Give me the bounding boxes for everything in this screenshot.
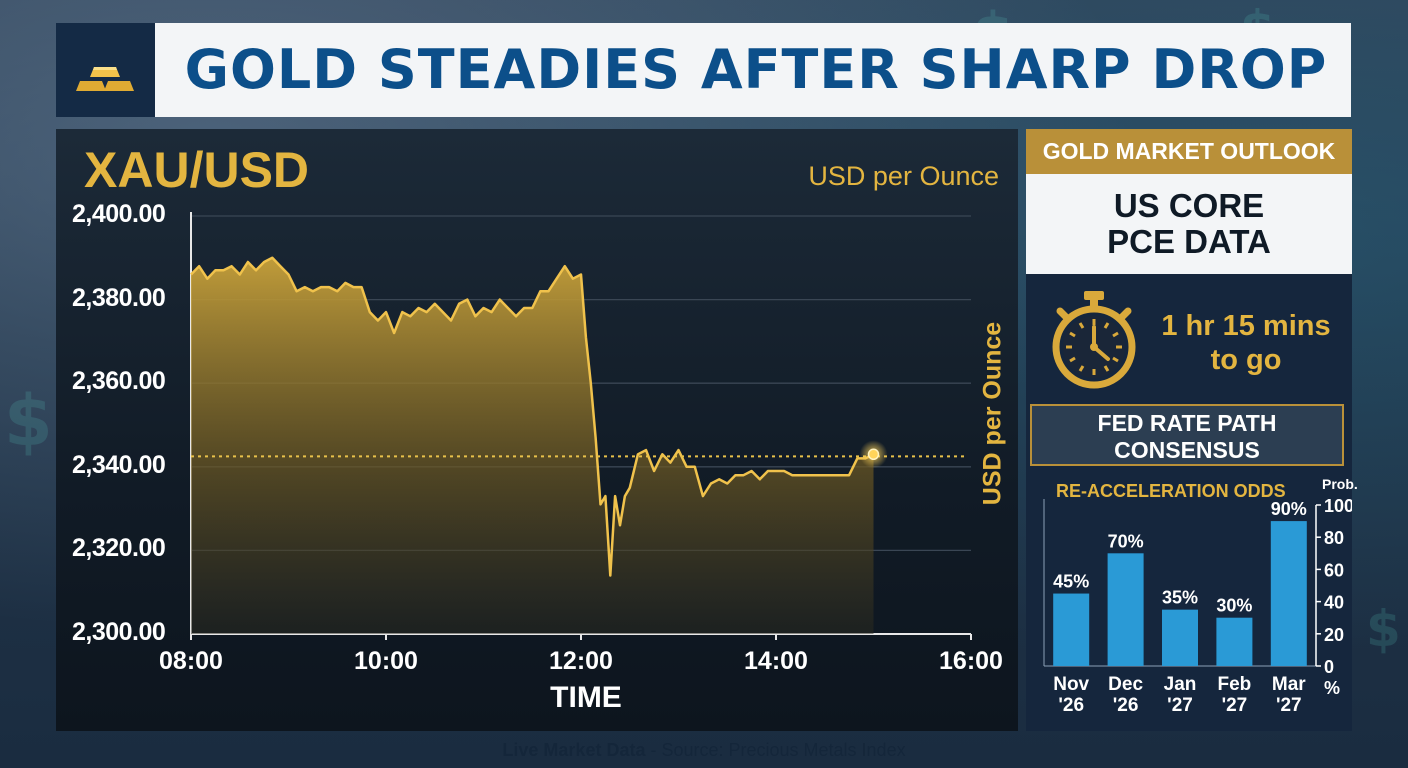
odds-data-label: 30%: [1216, 596, 1252, 616]
odds-y-tick-label: 100: [1324, 496, 1352, 516]
gold-bars-icon: [56, 23, 155, 117]
odds-category-label: Jan: [1164, 674, 1197, 695]
y-tick-label: 2,300.00: [72, 618, 166, 646]
odds-data-label: 45%: [1053, 572, 1089, 592]
event-line-2: PCE DATA: [1107, 223, 1271, 260]
source-text: - Source: Precious Metals Index: [645, 740, 906, 760]
odds-percent-unit: %: [1324, 678, 1340, 698]
unit-label: USD per Ounce: [808, 161, 999, 191]
y-tick-label: 2,340.00: [72, 450, 166, 479]
price-line: [190, 256, 875, 577]
x-tick-label: 08:00: [159, 647, 223, 675]
chart-symbol: XAU/USD: [84, 142, 310, 198]
odds-y-tick-label: 20: [1324, 625, 1344, 645]
odds-data-label: 35%: [1162, 588, 1198, 608]
source-footer: Live Market Data - Source: Precious Meta…: [0, 740, 1408, 761]
outlook-header: GOLD MARKET OUTLOOK: [1026, 129, 1352, 174]
odds-y-tick-label: 0: [1324, 657, 1334, 677]
odds-data-label: 90%: [1271, 499, 1307, 519]
fed-line-1: FED RATE PATH: [1097, 410, 1277, 436]
odds-category-label: '27: [1167, 695, 1193, 716]
fed-line-2: CONSENSUS: [1114, 437, 1260, 463]
fed-rate-path-box: FED RATE PATH CONSENSUS: [1030, 404, 1344, 466]
countdown-text: 1 hr 15 mins to go: [1146, 309, 1346, 377]
odds-category-label: Nov: [1053, 674, 1089, 695]
x-tick-label: 12:00: [549, 647, 613, 675]
y-tick-label: 2,320.00: [72, 534, 166, 563]
odds-bar: [1053, 593, 1090, 666]
price-chart-panel: XAU/USD USD per Ounce 2,300.00 2,320.00 2,…: [56, 129, 1018, 731]
event-card: US CORE PCE DATA: [1026, 174, 1352, 274]
odds-category-label: '26: [1058, 695, 1084, 716]
countdown-line-2: to go: [1210, 344, 1282, 376]
event-line-1: US CORE: [1113, 187, 1265, 224]
y-tick-label: 2,380.00: [72, 283, 166, 312]
stopwatch-icon: [1052, 291, 1136, 389]
odds-y-tick-label: 80: [1324, 528, 1344, 548]
odds-bar: [1107, 553, 1144, 666]
headline-banner: GOLD STEADIES AFTER SHARP DROP: [56, 23, 1351, 117]
x-axis-label: TIME: [550, 681, 622, 714]
price-area: [191, 257, 874, 634]
odds-y-tick-label: 60: [1324, 560, 1344, 580]
odds-bar-chart: 02040608010045%Nov'2670%Dec'2635%Jan'273…: [1043, 496, 1352, 716]
odds-y-tick-label: 40: [1324, 593, 1344, 613]
odds-category-label: Mar: [1272, 674, 1306, 695]
last-price-marker: [867, 448, 880, 461]
odds-bar: [1270, 521, 1307, 666]
x-tick-label: 14:00: [744, 647, 808, 675]
source-bold: Live Market Data: [502, 740, 646, 760]
y-tick-label: 2,360.00: [72, 367, 166, 396]
odds-bar: [1216, 617, 1253, 666]
odds-axis-title: Prob.: [1322, 476, 1358, 492]
odds-category-label: '27: [1276, 695, 1302, 716]
odds-category-label: Feb: [1218, 674, 1252, 695]
headline-title: GOLD STEADIES AFTER SHARP DROP: [184, 38, 1328, 101]
outlook-sidebar: GOLD MARKET OUTLOOK US CORE PCE DATA 1 h…: [1026, 129, 1358, 731]
odds-category-label: Dec: [1108, 674, 1143, 695]
x-tick-label: 16:00: [939, 647, 1003, 675]
event-title: US CORE PCE DATA: [1026, 174, 1352, 260]
odds-category-label: '27: [1222, 695, 1248, 716]
countdown-line-1: 1 hr 15 mins: [1161, 310, 1331, 342]
odds-data-label: 70%: [1108, 531, 1144, 551]
odds-category-label: '26: [1113, 695, 1139, 716]
price-chart: [190, 212, 972, 640]
dollar-sign-decoration: $: [1366, 600, 1401, 658]
x-tick-label: 10:00: [354, 647, 418, 675]
dollar-sign-decoration: $: [4, 380, 53, 462]
odds-chart-title: RE-ACCELERATION ODDS: [1056, 481, 1286, 501]
y-tick-label: 2,400.00: [72, 200, 166, 228]
odds-bar: [1162, 609, 1198, 666]
